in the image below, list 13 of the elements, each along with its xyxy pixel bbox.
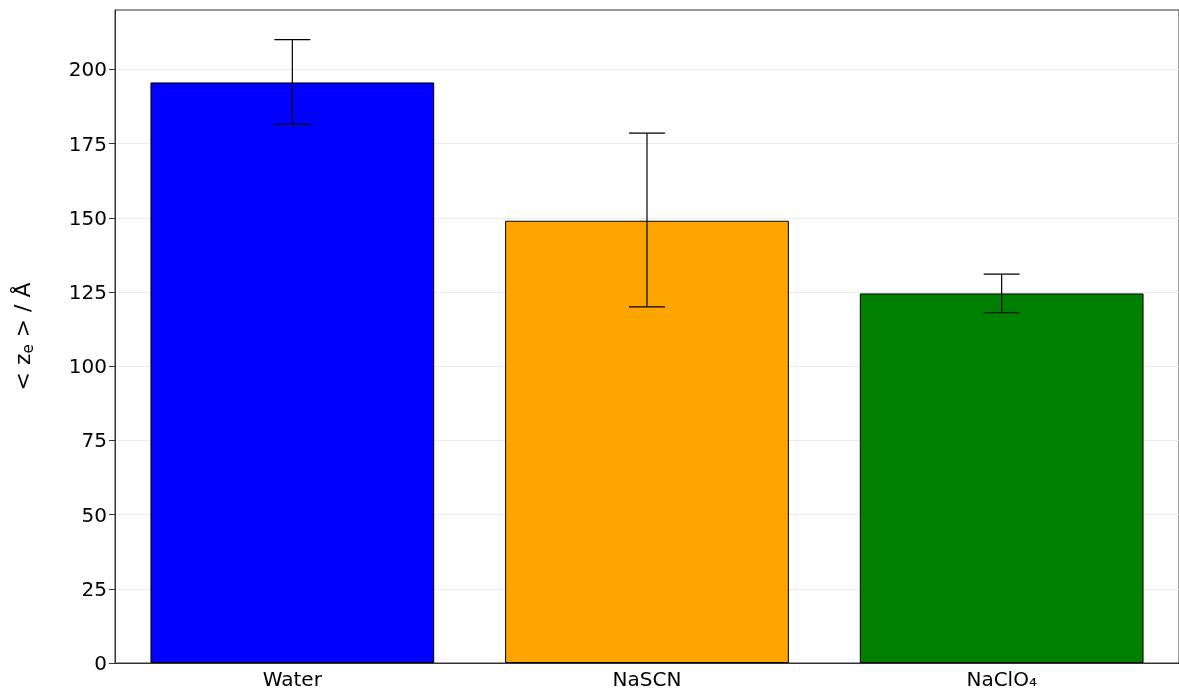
y-tick-label: 100 xyxy=(68,354,107,379)
y-tick-label: 0 xyxy=(94,651,107,675)
y-tick-label: 125 xyxy=(68,279,107,304)
x-tick-label: NaSCN xyxy=(612,667,682,691)
y-tick-label: 50 xyxy=(81,502,107,527)
y-tick-label: 75 xyxy=(81,428,107,453)
y-tick-label: 25 xyxy=(81,576,107,601)
y-tick-label: 175 xyxy=(68,131,107,156)
y-tick-label: 150 xyxy=(68,205,107,230)
y-tick-label: 200 xyxy=(68,57,107,82)
x-tick-label: NaClO₄ xyxy=(966,667,1037,691)
y-axis-title: < ze > / Å xyxy=(9,282,37,391)
x-tick-label: Water xyxy=(262,667,323,691)
